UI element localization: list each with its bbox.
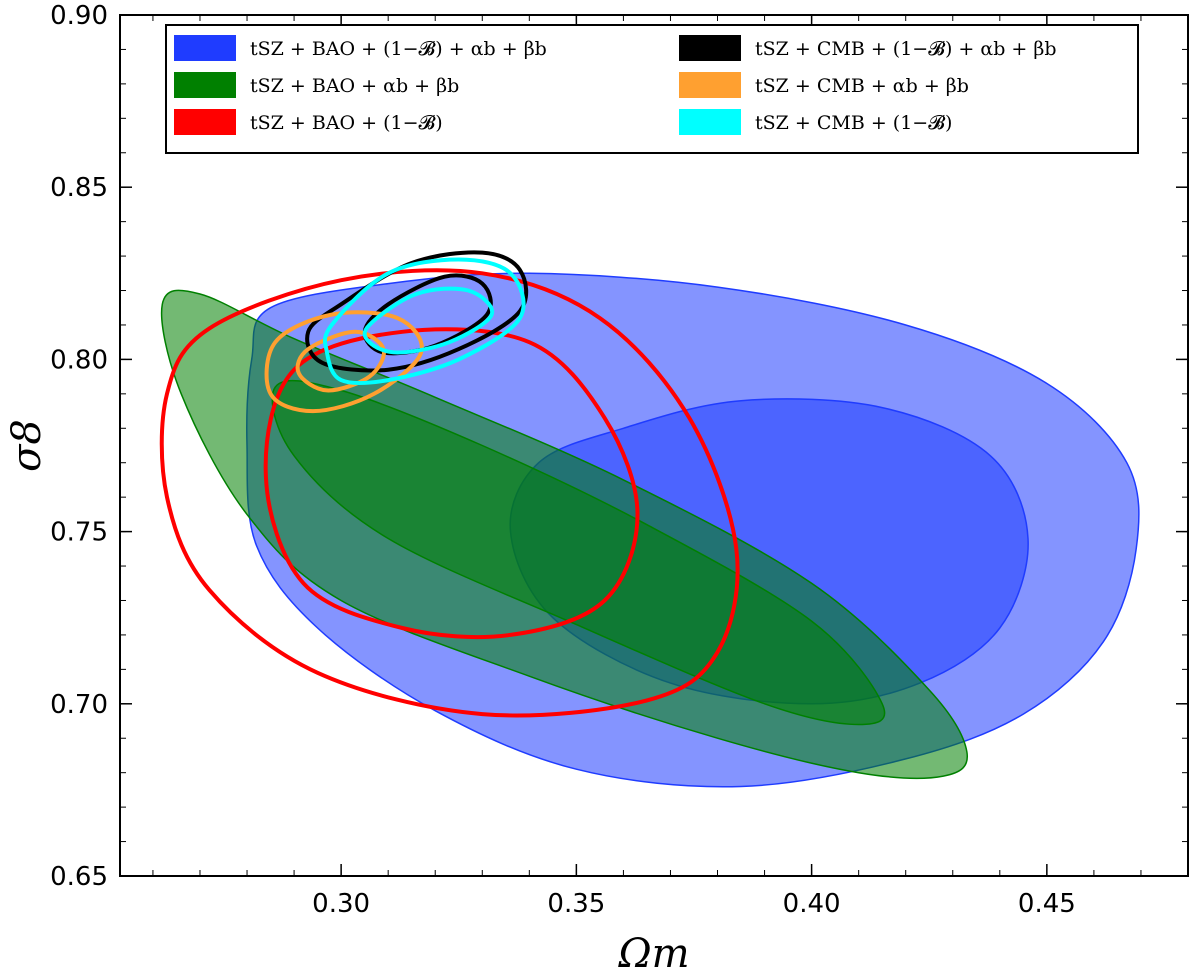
legend-label-3: tSZ + CMB + (1−𝓑) + αb + βb [755, 38, 1057, 60]
y-axis-title: σ8 [4, 419, 50, 472]
series-5-contour-95 [322, 257, 526, 386]
y-tick-label: 0.80 [50, 345, 108, 375]
x-tick-label: 0.35 [547, 889, 605, 919]
x-tick-label: 0.45 [1018, 889, 1076, 919]
legend-label-2: tSZ + BAO + (1−𝓑) [250, 112, 443, 134]
series-1 [160, 289, 969, 779]
legend-frame [165, 24, 1139, 154]
y-tick-label: 0.75 [50, 518, 108, 548]
plot-frame [119, 14, 1189, 877]
y-tick-label: 0.90 [50, 1, 108, 31]
series-2 [159, 268, 740, 718]
y-tick-label: 0.85 [50, 173, 108, 203]
legend-label-0: tSZ + BAO + (1−𝓑) + αb + βb [250, 38, 547, 60]
series-4 [264, 310, 424, 414]
legend-swatch-0 [174, 35, 236, 61]
contours-layer [159, 250, 1140, 788]
x-axis-title: Ωm [617, 931, 689, 977]
series-2-contour-95 [159, 268, 740, 718]
series-4-contour-68 [295, 329, 386, 393]
series-4-contour-95 [264, 310, 424, 414]
x-tick-label: 0.30 [312, 889, 370, 919]
y-tick-label: 0.65 [50, 862, 108, 892]
x-tick-label: 0.40 [783, 889, 841, 919]
legend-swatch-2 [174, 109, 236, 135]
y-tick-label: 0.70 [50, 690, 108, 720]
legend: tSZ + BAO + (1−𝓑) + αb + βb tSZ + BAO + α… [165, 24, 1139, 154]
series-1-contour-68 [271, 379, 886, 726]
legend-label-1: tSZ + BAO + αb + βb [250, 75, 459, 97]
legend-label-4: tSZ + CMB + αb + βb [755, 75, 969, 97]
axis-ticks: 0.30 0.35 0.40 0.45 0.65 0.70 0.75 0.80 0.85 0.90 [50, 1, 1189, 919]
legend-label-5: tSZ + CMB + (1−𝓑) [755, 112, 952, 134]
legend-swatch-4 [679, 72, 741, 98]
series-5-contour-68 [362, 286, 495, 355]
series-3-contour-95 [305, 250, 529, 373]
legend-swatch-5 [679, 109, 741, 135]
legend-swatch-1 [174, 72, 236, 98]
series-2-contour-68 [263, 327, 640, 640]
legend-swatch-3 [679, 35, 741, 61]
series-5 [322, 257, 526, 386]
